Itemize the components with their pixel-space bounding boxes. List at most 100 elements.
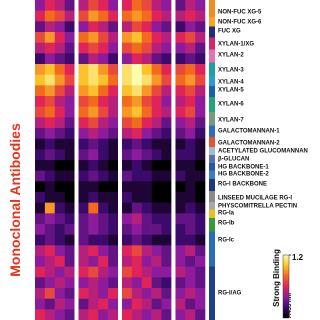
heatmap-cell: [108, 21, 119, 33]
heatmap-cell: [122, 53, 133, 65]
heatmap-cell: [185, 192, 196, 203]
heatmap-cell: [88, 256, 99, 267]
group-label: XYLAN-2: [218, 53, 244, 59]
group-label: XYLAN-1/XG: [218, 42, 254, 48]
heatmap-cell: [151, 309, 162, 320]
heatmap-cell: [54, 181, 65, 193]
heatmap-cell: [98, 256, 109, 267]
group-label: HG BACKBONE-1: [218, 165, 269, 171]
group-bar: [209, 86, 215, 97]
heatmap-cell: [64, 266, 75, 278]
heatmap-cell: [175, 149, 186, 161]
heatmap-cell: [78, 64, 89, 75]
heatmap-cell: [98, 0, 109, 11]
heatmap-cell: [161, 64, 172, 75]
group-bar: [209, 266, 215, 320]
heatmap-cell: [175, 202, 186, 214]
heatmap-cell: [151, 42, 162, 54]
heatmap-cell: [78, 309, 89, 320]
heatmap-cell: [64, 138, 75, 150]
heatmap-cell: [161, 170, 172, 182]
heatmap-cell: [44, 138, 56, 150]
heatmap-cell: [185, 224, 196, 235]
heatmap-cell: [122, 21, 133, 33]
heatmap-cell: [185, 85, 196, 97]
heatmap-cell: [161, 298, 172, 310]
heatmap-cell: [88, 266, 99, 278]
heatmap-cell: [175, 234, 186, 246]
heatmap-cell: [161, 266, 172, 278]
heatmap-cell: [122, 245, 133, 257]
heatmap-cell: [98, 149, 109, 161]
heatmap-cell: [185, 181, 196, 193]
heatmap-cell: [175, 96, 186, 107]
group-label: RG-I BACKBONE: [218, 182, 267, 188]
group-label: XYLAN-3: [218, 68, 244, 74]
heatmap-cell: [64, 32, 75, 43]
heatmap-cell: [161, 309, 172, 320]
heatmap-cell: [122, 64, 133, 75]
heatmap-cell: [161, 0, 172, 11]
heatmap-cell: [35, 266, 46, 278]
heatmap-cell: [35, 85, 46, 97]
group-label: RG-Ia: [218, 211, 235, 217]
heatmap-cell: [161, 149, 172, 161]
heatmap-cell: [122, 160, 133, 171]
heatmap-cell: [195, 64, 206, 75]
heatmap-cell: [108, 288, 119, 299]
heatmap-cell: [161, 224, 172, 235]
heatmap-cell: [161, 277, 172, 289]
heatmap-cell: [78, 149, 89, 161]
heatmap-cell: [78, 181, 89, 193]
heatmap-cell: [35, 224, 46, 235]
heatmap-cell: [108, 64, 119, 75]
heatmap-cell: [185, 64, 196, 75]
heatmap-cell: [141, 160, 152, 171]
heatmap-cell: [185, 74, 196, 86]
heatmap-cell: [195, 53, 206, 65]
heatmap-cell: [151, 202, 162, 214]
heatmap-cell: [78, 160, 89, 171]
group-bar: [209, 209, 215, 218]
heatmap-cell: [78, 288, 89, 299]
heatmap-cell: [88, 85, 99, 97]
heatmap-cell: [88, 117, 99, 129]
heatmap-cell: [161, 10, 172, 22]
heatmap-cell: [131, 298, 143, 310]
heatmap-cell: [151, 266, 162, 278]
heatmap-cell: [98, 170, 109, 182]
heatmap-cell: [151, 288, 162, 299]
heatmap-cell: [195, 256, 206, 267]
heatmap-cell: [122, 277, 133, 289]
heatmap-cell: [185, 160, 196, 171]
heatmap-cell: [131, 53, 143, 65]
heatmap-cell: [185, 21, 196, 33]
heatmap-cell: [78, 256, 89, 267]
heatmap-cell: [35, 74, 46, 86]
heatmap-cell: [175, 160, 186, 171]
heatmap-cell: [44, 309, 56, 320]
group-bar: [209, 191, 215, 202]
heatmap-cell: [98, 277, 109, 289]
heatmap-cell: [54, 64, 65, 75]
heatmap-cell: [131, 202, 143, 214]
heatmap-cell: [195, 85, 206, 97]
heatmap-cell: [131, 149, 143, 161]
heatmap-cell: [78, 74, 89, 86]
heatmap-cell: [64, 96, 75, 107]
heatmap-cell: [185, 234, 196, 246]
heatmap-cell: [78, 234, 89, 246]
heatmap-cell: [141, 53, 152, 65]
heatmap-cell: [122, 224, 133, 235]
heatmap-cell: [175, 53, 186, 65]
heatmap-cell: [151, 128, 162, 139]
heatmap-cell: [122, 0, 133, 11]
heatmap-cell: [44, 106, 56, 118]
heatmap-cell: [54, 10, 65, 22]
heatmap-cell: [88, 309, 99, 320]
group-bar: [209, 125, 215, 137]
heatmap-cell: [98, 202, 109, 214]
heatmap-cell: [175, 224, 186, 235]
heatmap-cell: [108, 117, 119, 129]
heatmap-cell: [141, 149, 152, 161]
